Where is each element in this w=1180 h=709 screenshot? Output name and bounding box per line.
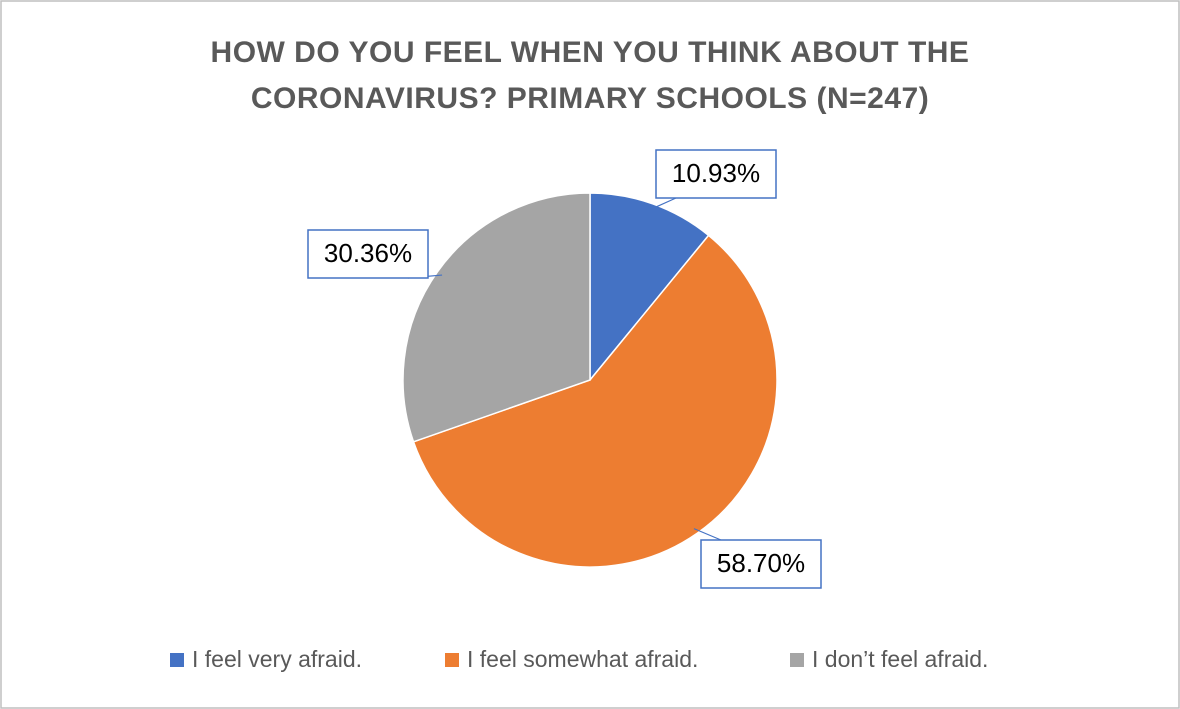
data-label-box bbox=[307, 229, 429, 279]
legend-swatch bbox=[445, 653, 459, 667]
pie-slice bbox=[412, 234, 778, 568]
pie-slice bbox=[589, 192, 710, 383]
chart-title: HOW DO YOU FEEL WHEN YOU THINK ABOUT THE… bbox=[210, 36, 970, 115]
callout-pointer bbox=[693, 528, 722, 541]
legend-label: I feel very afraid. bbox=[192, 646, 362, 672]
legend-swatch bbox=[790, 653, 804, 667]
pie-slice bbox=[402, 192, 591, 443]
legend-label: I don’t feel afraid. bbox=[812, 646, 988, 672]
data-label: 10.93% bbox=[672, 158, 760, 188]
data-label-box bbox=[655, 149, 777, 199]
data-label-box bbox=[700, 539, 822, 589]
data-label: 58.70% bbox=[717, 548, 805, 578]
legend-swatch bbox=[170, 653, 184, 667]
legend-label: I feel somewhat afraid. bbox=[467, 646, 698, 672]
callout-pointer bbox=[650, 197, 677, 210]
data-label: 30.36% bbox=[324, 238, 412, 268]
